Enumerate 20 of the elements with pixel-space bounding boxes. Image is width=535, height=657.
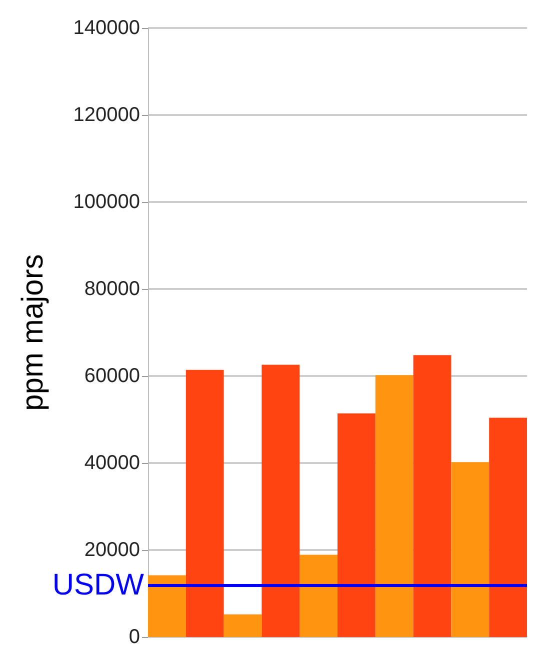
y-tick-label: 120000 — [73, 104, 140, 126]
bar — [375, 375, 414, 637]
y-tick-label: 60000 — [84, 365, 140, 387]
y-tick-label: 140000 — [73, 17, 140, 39]
bar — [186, 370, 224, 637]
bar — [300, 554, 338, 637]
ref-line-label: USDW — [52, 568, 145, 602]
y-tick-label: 20000 — [84, 539, 140, 561]
y-tick-label: 80000 — [84, 278, 140, 300]
y-axis-title: ppm majors — [16, 254, 50, 411]
bar — [338, 413, 376, 637]
bar — [413, 355, 452, 637]
bar — [224, 614, 262, 637]
bar — [489, 418, 527, 637]
bar — [262, 364, 300, 637]
y-tick-label: 40000 — [84, 452, 140, 474]
bar — [451, 462, 490, 637]
bar — [148, 575, 186, 637]
y-tick-label: 0 — [128, 626, 140, 648]
y-tick-label: 100000 — [73, 191, 140, 213]
